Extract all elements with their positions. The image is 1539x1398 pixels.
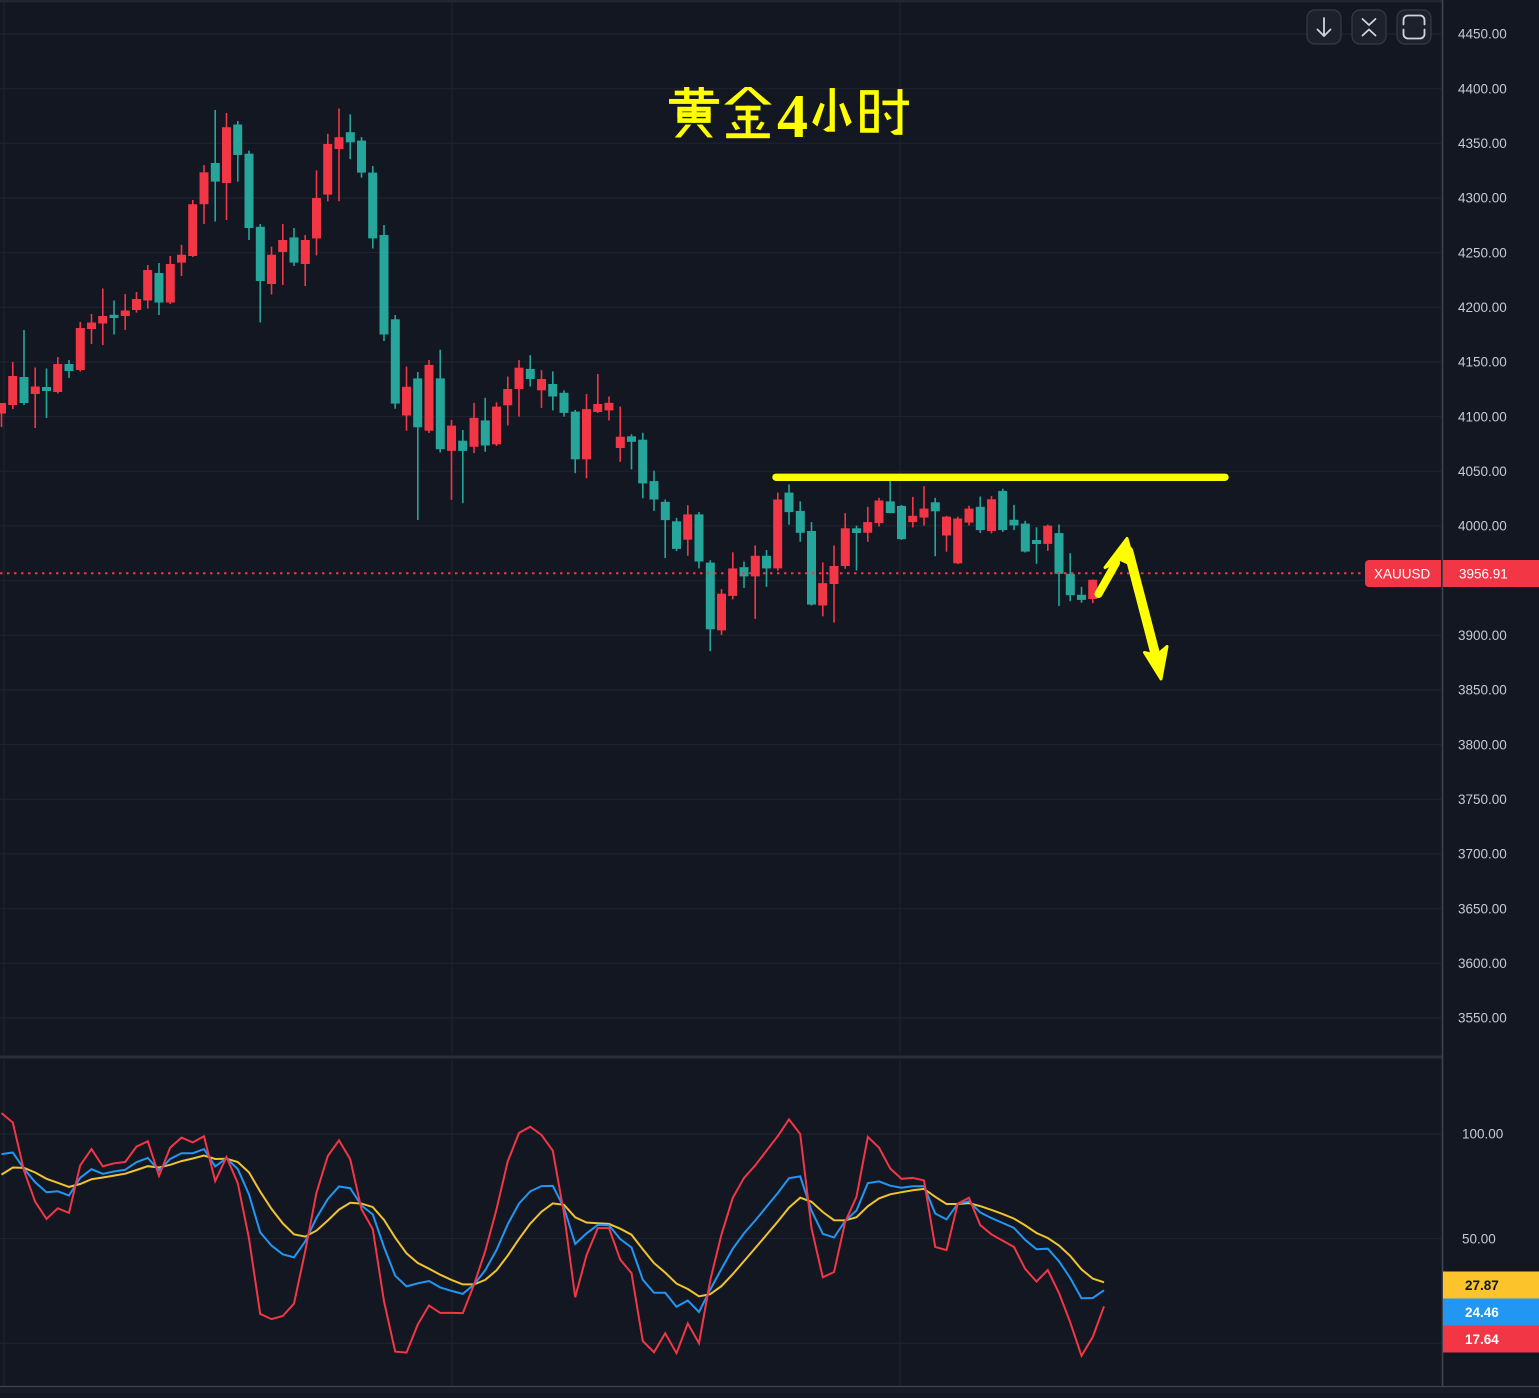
svg-text:24.46: 24.46 <box>1465 1305 1499 1320</box>
svg-text:4300.00: 4300.00 <box>1458 191 1507 206</box>
svg-text:3700.00: 3700.00 <box>1458 847 1507 862</box>
svg-text:4400.00: 4400.00 <box>1458 81 1507 96</box>
svg-text:3800.00: 3800.00 <box>1458 737 1507 752</box>
svg-text:50.00: 50.00 <box>1462 1231 1496 1246</box>
svg-text:4450.00: 4450.00 <box>1458 27 1507 42</box>
svg-text:3550.00: 3550.00 <box>1458 1011 1507 1026</box>
svg-text:4100.00: 4100.00 <box>1458 409 1507 424</box>
svg-text:3900.00: 3900.00 <box>1458 628 1507 643</box>
svg-text:17.64: 17.64 <box>1465 1332 1499 1347</box>
svg-text:XAUUSD: XAUUSD <box>1374 566 1431 581</box>
svg-text:3650.00: 3650.00 <box>1458 901 1507 916</box>
svg-text:3750.00: 3750.00 <box>1458 792 1507 807</box>
svg-text:4050.00: 4050.00 <box>1458 464 1507 479</box>
svg-text:3850.00: 3850.00 <box>1458 683 1507 698</box>
svg-text:3600.00: 3600.00 <box>1458 956 1507 971</box>
svg-text:4150.00: 4150.00 <box>1458 355 1507 370</box>
svg-text:100.00: 100.00 <box>1462 1127 1503 1142</box>
svg-text:4000.00: 4000.00 <box>1458 519 1507 534</box>
svg-text:4250.00: 4250.00 <box>1458 245 1507 260</box>
svg-text:4350.00: 4350.00 <box>1458 136 1507 151</box>
svg-text:4200.00: 4200.00 <box>1458 300 1507 315</box>
svg-text:27.87: 27.87 <box>1465 1278 1499 1293</box>
svg-text:3956.91: 3956.91 <box>1459 566 1508 581</box>
svg-text:4: 4 <box>777 83 808 151</box>
